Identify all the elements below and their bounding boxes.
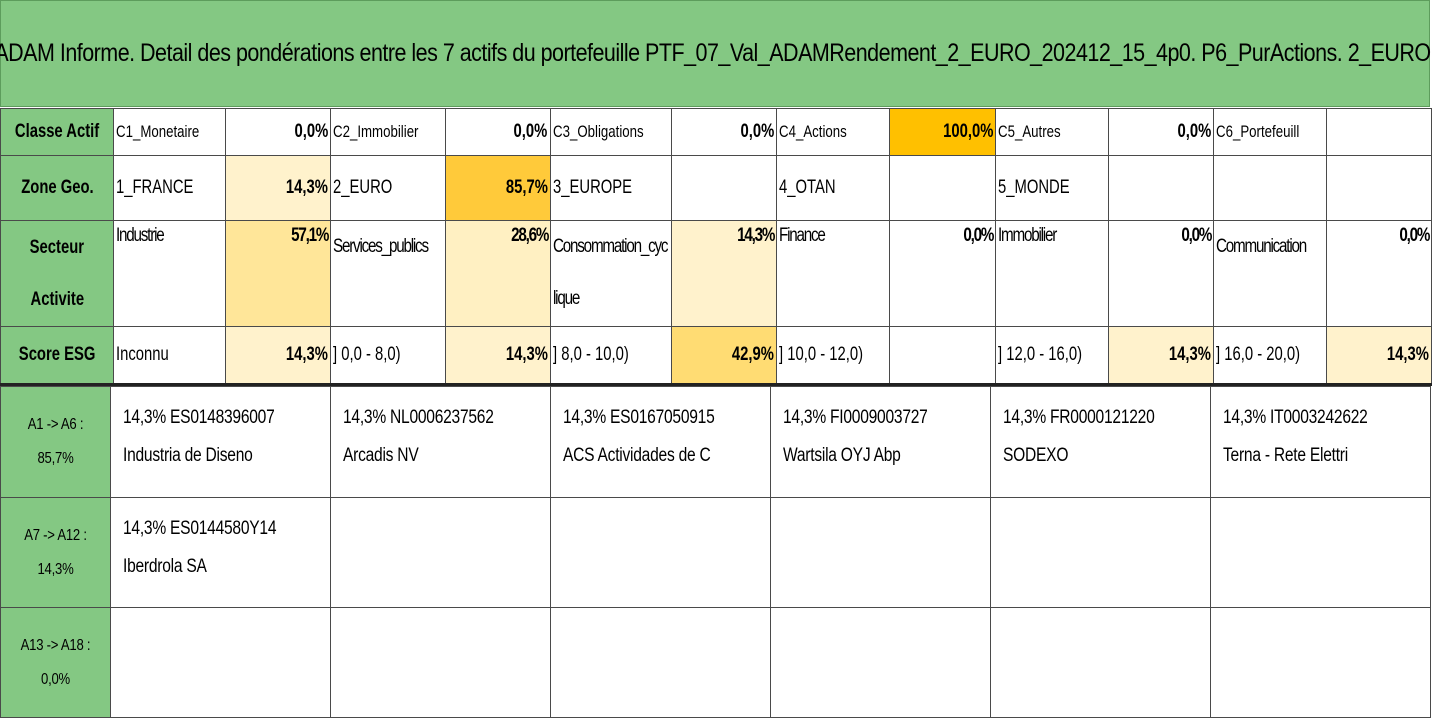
esg-pct-5: 14,3% bbox=[1107, 326, 1215, 384]
classe-pct-3: 0,0% bbox=[671, 108, 778, 156]
asset-cell-7: 14,3% ES0144580Y14 Iberdrola SA bbox=[110, 497, 331, 608]
secteur-name-1: Industrie bbox=[113, 220, 226, 327]
asset-cell-6: 14,3% IT0003242622 Terna - Rete Elettri bbox=[1210, 386, 1431, 498]
zone-name-6 bbox=[1213, 155, 1327, 221]
asset-cell-empty bbox=[990, 607, 1211, 718]
esg-pct-1: 14,3% bbox=[224, 326, 332, 384]
row-label-zone: Zone Geo. bbox=[0, 155, 115, 221]
asset-group-row-1: A1 -> A6 :85,7% 14,3% ES0148396007 Indust… bbox=[0, 386, 1431, 498]
zone-name-1: 1_FRANCE bbox=[113, 155, 226, 221]
secteur-name-4: Finance bbox=[776, 220, 890, 327]
classe-name-3: C3_Obligations bbox=[549, 108, 673, 156]
esg-name-4: ] 10,0 - 12,0) bbox=[776, 326, 890, 384]
asset-cell-5: 14,3% FR0000121220 SODEXO bbox=[990, 386, 1211, 498]
zone-name-2: 2_EURO bbox=[330, 155, 446, 221]
zone-pct-1: 14,3% bbox=[224, 155, 332, 221]
row-label-esg: Score ESG bbox=[0, 326, 115, 384]
row-zone-geo: Zone Geo. 1_FRANCE 14,3% 2_EURO 85,7% 3_… bbox=[0, 155, 1432, 221]
asset-cell-empty bbox=[770, 497, 991, 608]
asset-cell-empty bbox=[330, 607, 551, 718]
secteur-name-5: Immobilier bbox=[995, 220, 1109, 327]
asset-cell-empty bbox=[1210, 497, 1431, 608]
classe-name-5: C5_Autres bbox=[995, 108, 1109, 156]
secteur-pct-1: 57,1% bbox=[224, 220, 332, 327]
esg-pct-2: 14,3% bbox=[444, 326, 551, 384]
row-classe-actif: Classe Actif C1_Monetaire 0,0% C2_Immobi… bbox=[0, 108, 1432, 156]
esg-pct-3: 42,9% bbox=[671, 326, 778, 384]
asset-cell-empty bbox=[1210, 607, 1431, 718]
esg-pct-6: 14,3% bbox=[1325, 326, 1432, 384]
secteur-pct-4: 0,0% bbox=[888, 220, 997, 327]
secteur-pct-5: 0,0% bbox=[1107, 220, 1215, 327]
row-label-classe: Classe Actif bbox=[0, 108, 115, 156]
esg-name-1: Inconnu bbox=[113, 326, 226, 384]
page-title: ADAM Informe. Detail des pondérations en… bbox=[0, 0, 1432, 107]
secteur-name-3: Consommation_cyclique bbox=[549, 220, 673, 327]
asset-cell-3: 14,3% ES0167050915 ACS Actividades de C bbox=[550, 386, 771, 498]
classe-pct-6 bbox=[1325, 108, 1432, 156]
esg-name-2: ] 0,0 - 8,0) bbox=[330, 326, 446, 384]
classe-pct-1: 0,0% bbox=[224, 108, 332, 156]
assets-table: A1 -> A6 :85,7% 14,3% ES0148396007 Indust… bbox=[0, 386, 1431, 718]
zone-pct-3 bbox=[671, 155, 778, 221]
asset-group-row-2: A7 -> A12 :14,3% 14,3% ES0144580Y14 Iberd… bbox=[0, 497, 1431, 608]
asset-group-label-2: A7 -> A12 :14,3% bbox=[0, 497, 111, 608]
secteur-pct-6: 0,0% bbox=[1325, 220, 1432, 327]
section-divider bbox=[0, 383, 1432, 386]
asset-cell-2: 14,3% NL0006237562 Arcadis NV bbox=[330, 386, 551, 498]
title-text: ADAM Informe. Detail des pondérations en… bbox=[0, 39, 1432, 67]
classe-pct-5: 0,0% bbox=[1107, 108, 1215, 156]
classe-name-2: C2_Immobilier bbox=[330, 108, 446, 156]
secteur-pct-2: 28,6% bbox=[444, 220, 551, 327]
classe-pct-2: 0,0% bbox=[444, 108, 551, 156]
asset-group-label-1: A1 -> A6 :85,7% bbox=[0, 386, 111, 498]
asset-cell-empty bbox=[550, 497, 771, 608]
asset-cell-empty bbox=[550, 607, 771, 718]
zone-pct-4 bbox=[888, 155, 997, 221]
row-score-esg: Score ESG Inconnu 14,3% ] 0,0 - 8,0) 14,… bbox=[0, 326, 1432, 384]
row-secteur: Secteur Activite Industrie 57,1% Services… bbox=[0, 220, 1432, 327]
esg-name-3: ] 8,0 - 10,0) bbox=[549, 326, 673, 384]
esg-pct-4 bbox=[888, 326, 997, 384]
asset-group-label-3: A13 -> A18 :0,0% bbox=[0, 607, 111, 718]
zone-pct-5 bbox=[1107, 155, 1215, 221]
asset-cell-4: 14,3% FI0009003727 Wartsila OYJ Abp bbox=[770, 386, 991, 498]
allocation-table: Classe Actif C1_Monetaire 0,0% C2_Immobi… bbox=[0, 108, 1432, 384]
classe-name-6: C6_Portefeuill bbox=[1213, 108, 1327, 156]
zone-pct-6 bbox=[1325, 155, 1432, 221]
zone-pct-2: 85,7% bbox=[444, 155, 551, 221]
asset-cell-empty bbox=[770, 607, 991, 718]
row-label-secteur: Secteur Activite bbox=[0, 220, 115, 327]
asset-cell-empty bbox=[110, 607, 331, 718]
zone-name-4: 4_OTAN bbox=[776, 155, 890, 221]
classe-name-1: C1_Monetaire bbox=[113, 108, 226, 156]
classe-pct-4: 100,0% bbox=[888, 108, 997, 156]
secteur-name-6: Communication bbox=[1213, 220, 1327, 327]
zone-name-5: 5_MONDE bbox=[995, 155, 1109, 221]
esg-name-6: ] 16,0 - 20,0) bbox=[1213, 326, 1327, 384]
zone-name-3: 3_EUROPE bbox=[549, 155, 673, 221]
secteur-name-2: Services_publics bbox=[330, 220, 446, 327]
secteur-pct-3: 14,3% bbox=[671, 220, 778, 327]
asset-group-row-3: A13 -> A18 :0,0% bbox=[0, 607, 1431, 718]
esg-name-5: ] 12,0 - 16,0) bbox=[995, 326, 1109, 384]
asset-cell-empty bbox=[330, 497, 551, 608]
classe-name-4: C4_Actions bbox=[776, 108, 890, 156]
asset-cell-1: 14,3% ES0148396007 Industria de Diseno bbox=[110, 386, 331, 498]
asset-cell-empty bbox=[990, 497, 1211, 608]
